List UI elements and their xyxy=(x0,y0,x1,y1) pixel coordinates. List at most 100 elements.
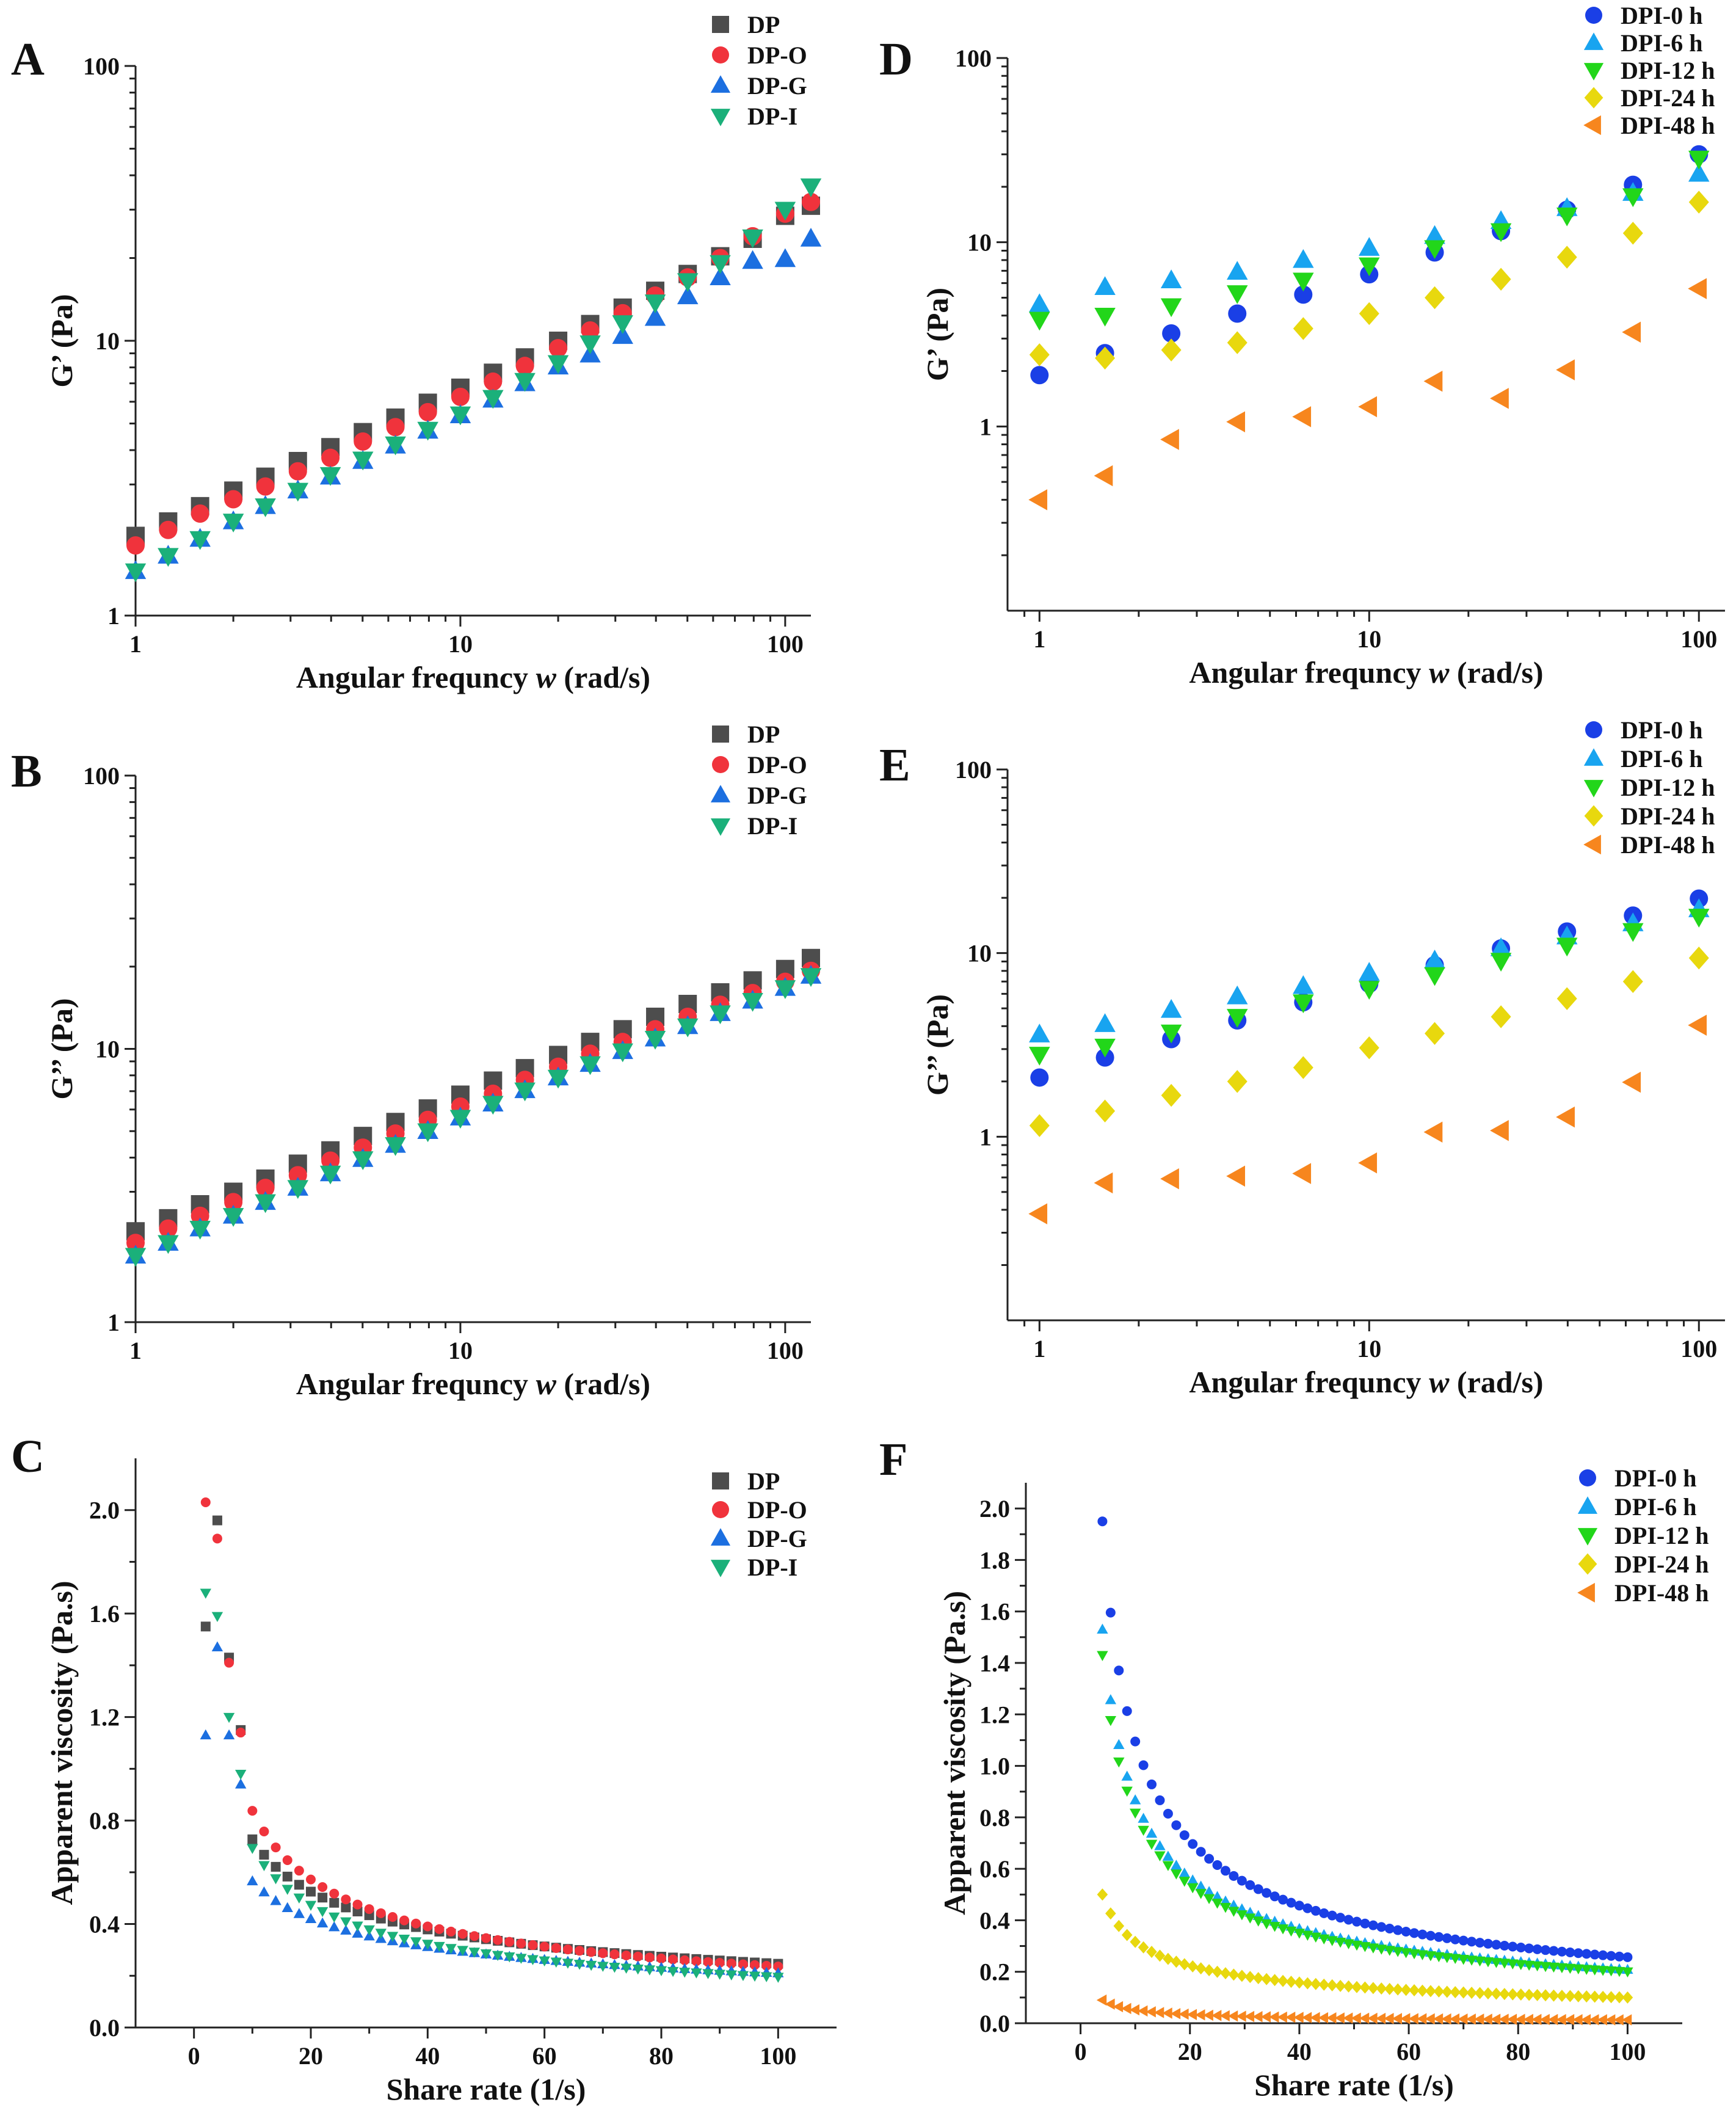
x-tick-label: 1 xyxy=(1033,625,1045,653)
y-tick-label: 10 xyxy=(95,1036,120,1063)
data-point xyxy=(399,1915,410,1926)
data-point xyxy=(1358,1152,1378,1174)
data-point xyxy=(1162,1850,1174,1861)
data-point xyxy=(1606,1951,1616,1961)
y-tick-label: 1.6 xyxy=(979,1598,1010,1626)
data-point xyxy=(1105,1607,1116,1618)
data-point xyxy=(1622,1071,1641,1093)
data-point xyxy=(528,1940,538,1951)
data-point xyxy=(551,1943,561,1953)
data-point xyxy=(493,1935,503,1945)
legend-label: DPI-6 h xyxy=(1614,1493,1696,1521)
legend-label: DPI-48 h xyxy=(1621,112,1715,139)
legend-label: DPI-0 h xyxy=(1614,1464,1696,1492)
data-point xyxy=(1589,2014,1599,2026)
data-point xyxy=(1424,967,1445,986)
data-point xyxy=(329,1897,340,1908)
data-point xyxy=(761,1960,772,1971)
data-point xyxy=(445,1944,457,1954)
data-point xyxy=(1094,1013,1116,1032)
data-point xyxy=(1491,1987,1502,2000)
data-point xyxy=(376,1908,386,1918)
data-point xyxy=(1212,1860,1222,1870)
data-point xyxy=(677,285,699,305)
data-point xyxy=(1392,1947,1404,1957)
data-point xyxy=(597,1962,609,1972)
data-point xyxy=(1622,188,1644,208)
data-point xyxy=(1572,1964,1584,1975)
data-point xyxy=(1203,2009,1213,2021)
data-point xyxy=(1220,1967,1231,1980)
series-dpi-12-h xyxy=(1029,150,1710,331)
legend-label: DPI-12 h xyxy=(1621,57,1715,84)
legend-marker xyxy=(1578,1553,1597,1575)
data-point xyxy=(1245,1880,1255,1890)
data-point xyxy=(710,266,731,286)
data-point xyxy=(1498,1959,1511,1969)
data-point xyxy=(1163,1952,1174,1965)
data-point xyxy=(1359,237,1380,256)
data-point xyxy=(1507,1988,1519,2001)
legend-marker xyxy=(712,46,729,64)
data-point xyxy=(1278,1894,1288,1905)
data-point xyxy=(677,273,699,293)
data-point xyxy=(1343,1980,1354,1993)
data-point xyxy=(1614,1951,1624,1962)
y-tick-label: 1.4 xyxy=(979,1649,1010,1677)
data-point xyxy=(212,1515,222,1526)
data-point xyxy=(1335,1979,1346,1992)
data-point xyxy=(714,1969,725,1980)
data-point xyxy=(1105,1998,1115,2010)
x-tick-label: 80 xyxy=(649,2042,674,2070)
data-point xyxy=(575,1946,585,1956)
data-point xyxy=(1293,317,1313,340)
legend-marker xyxy=(712,726,729,743)
data-point xyxy=(761,1972,772,1982)
data-point xyxy=(612,1043,633,1063)
data-point xyxy=(469,1931,479,1941)
data-point xyxy=(1318,2012,1329,2024)
legend-label: DP-I xyxy=(747,1554,797,1581)
data-point xyxy=(1160,269,1182,289)
series-dpi-48-h xyxy=(1096,1994,1632,2026)
data-point xyxy=(1094,276,1116,296)
data-point xyxy=(1449,2013,1460,2025)
data-point xyxy=(1029,293,1050,313)
data-point xyxy=(1179,1877,1190,1887)
data-point xyxy=(547,355,569,374)
data-point xyxy=(352,1907,363,1917)
series-dp-i xyxy=(125,178,822,583)
data-point xyxy=(1450,1986,1461,1999)
data-point xyxy=(1138,1813,1149,1823)
data-point xyxy=(1160,298,1182,318)
data-point xyxy=(1095,1048,1114,1067)
legend-label: DP-G xyxy=(747,782,807,809)
data-point xyxy=(1556,987,1577,1010)
data-point xyxy=(1581,1965,1593,1975)
data-point xyxy=(1384,1946,1395,1956)
data-point xyxy=(1161,1083,1182,1107)
data-point xyxy=(1310,1977,1321,1990)
y-tick-label: 1.2 xyxy=(89,1704,120,1731)
data-point xyxy=(743,971,762,990)
data-point xyxy=(224,1657,234,1668)
data-point xyxy=(1244,1971,1256,1984)
data-point xyxy=(1474,1987,1486,1999)
data-point xyxy=(293,1893,305,1904)
legend-marker xyxy=(1577,1528,1598,1546)
data-point xyxy=(1179,1868,1190,1878)
data-point xyxy=(562,1944,573,1955)
data-point xyxy=(609,1963,620,1973)
data-point xyxy=(1359,302,1379,326)
data-point xyxy=(1688,150,1710,170)
y-tick-label: 100 xyxy=(955,45,992,72)
data-point xyxy=(1524,1943,1534,1954)
data-point xyxy=(772,1973,784,1983)
data-point xyxy=(1260,1919,1273,1930)
data-point xyxy=(1401,1926,1411,1937)
y-tick-label: 1 xyxy=(979,1123,992,1151)
y-tick-label: 2.0 xyxy=(89,1497,120,1524)
panel-letter-d: D xyxy=(879,34,913,85)
data-point xyxy=(1582,1949,1592,1959)
